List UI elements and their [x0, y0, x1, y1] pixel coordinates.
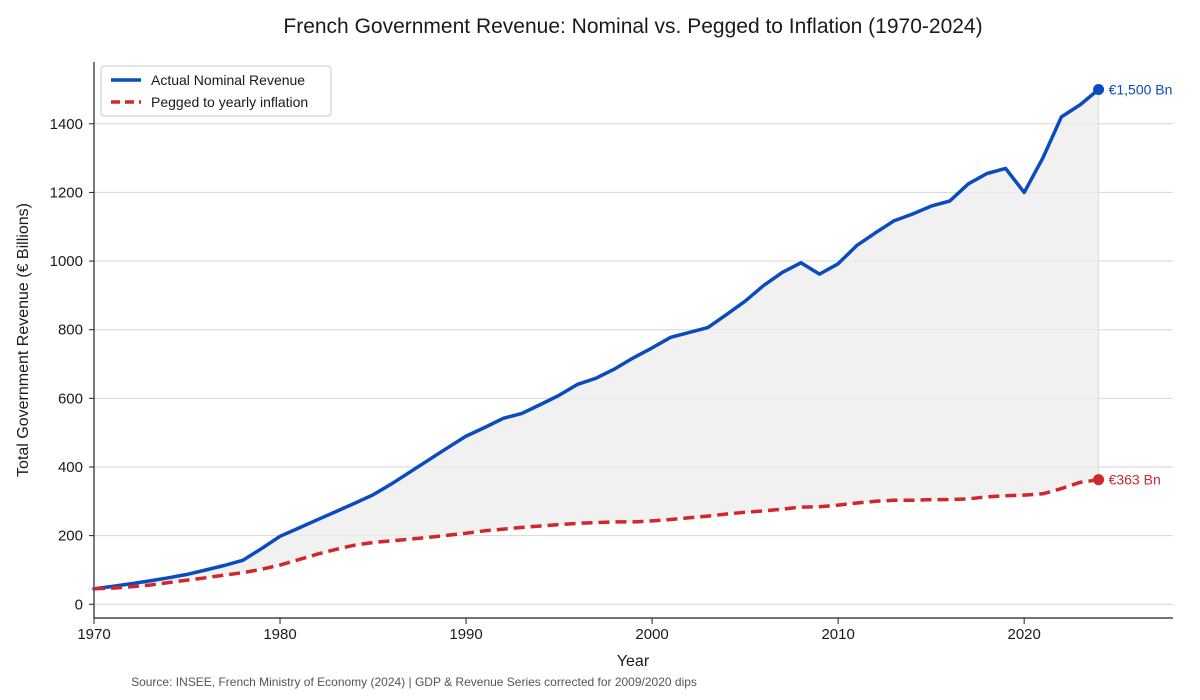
- x-tick-label: 2020: [1007, 626, 1040, 643]
- legend: Actual Nominal Revenue Pegged to yearly …: [100, 65, 332, 117]
- y-tick-label: 1200: [50, 184, 83, 201]
- series-line-nominal: [92, 87, 1101, 591]
- y-tick-label: 1400: [50, 116, 83, 133]
- series-lines: [92, 87, 1101, 591]
- gap-area: [94, 89, 1099, 589]
- gap-shading: [94, 89, 1100, 589]
- y-tick-label: 1000: [50, 253, 83, 270]
- y-tick-label: 400: [58, 459, 83, 476]
- chart-title: French Government Revenue: Nominal vs. P…: [283, 15, 982, 38]
- source-note: Source: INSEE, French Ministry of Econom…: [131, 675, 697, 689]
- y-tick-label: 200: [58, 528, 83, 545]
- y-axis-title: Total Government Revenue (€ Billions): [15, 203, 32, 477]
- end-markers: €1,500 Bn €363 Bn: [1093, 81, 1173, 488]
- axes: 0 200 400 600 800 1000 1200 1400 1970 1980 1990 200…: [50, 62, 1173, 643]
- y-tick-label: 0: [75, 596, 83, 613]
- x-axis-title: Year: [617, 653, 650, 670]
- end-label-inflation: €363 Bn: [1109, 472, 1161, 488]
- x-tick-label: 1970: [77, 626, 110, 643]
- y-tick-label: 800: [58, 322, 83, 339]
- x-tick-label: 2000: [635, 626, 668, 643]
- x-tick-label: 1980: [263, 626, 296, 643]
- x-tick-label: 2010: [821, 626, 854, 643]
- legend-label-nominal: Actual Nominal Revenue: [151, 72, 305, 88]
- end-label-nominal: €1,500 Bn: [1109, 81, 1173, 97]
- series-line-inflation: [93, 477, 1099, 591]
- legend-label-inflation: Pegged to yearly inflation: [151, 94, 308, 110]
- y-tick-label: 600: [58, 390, 83, 407]
- end-point-inflation: [1093, 474, 1105, 486]
- end-point-nominal: [1093, 83, 1105, 95]
- x-tick-label: 1990: [449, 626, 482, 643]
- legend-frame: [100, 65, 332, 117]
